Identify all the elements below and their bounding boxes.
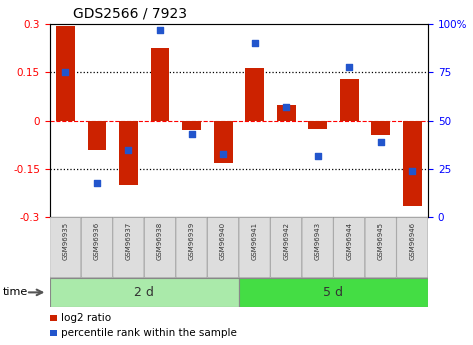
Text: GSM96945: GSM96945	[378, 222, 384, 260]
FancyBboxPatch shape	[365, 217, 396, 278]
Text: time: time	[2, 287, 27, 297]
Bar	[88, 121, 106, 150]
Bar	[182, 121, 201, 130]
Text: GSM96939: GSM96939	[189, 222, 194, 260]
Text: GSM96941: GSM96941	[252, 222, 258, 260]
Bar	[50, 315, 57, 321]
Bar	[150, 48, 169, 121]
FancyBboxPatch shape	[113, 217, 144, 278]
Point	[314, 153, 322, 158]
Bar	[403, 121, 422, 206]
Text: GSM96944: GSM96944	[346, 222, 352, 260]
Point	[282, 105, 290, 110]
Point	[377, 139, 385, 145]
Text: log2 ratio: log2 ratio	[61, 313, 111, 323]
FancyBboxPatch shape	[81, 217, 113, 278]
Text: GSM96936: GSM96936	[94, 222, 100, 260]
Point	[345, 64, 353, 69]
FancyBboxPatch shape	[271, 217, 302, 278]
Point	[188, 131, 195, 137]
FancyBboxPatch shape	[176, 217, 207, 278]
Bar	[214, 121, 233, 162]
Text: GSM96942: GSM96942	[283, 222, 289, 260]
Text: GSM96937: GSM96937	[125, 222, 131, 260]
Bar	[245, 68, 264, 121]
Text: GSM96935: GSM96935	[62, 222, 69, 260]
Bar	[239, 278, 428, 307]
Point	[251, 41, 258, 46]
Bar	[371, 121, 390, 135]
Text: GSM96940: GSM96940	[220, 222, 226, 260]
Text: 5 d: 5 d	[324, 286, 343, 299]
Bar	[119, 121, 138, 185]
Text: GSM96938: GSM96938	[157, 222, 163, 260]
Text: GSM96943: GSM96943	[315, 222, 321, 260]
Bar	[277, 105, 296, 121]
Text: percentile rank within the sample: percentile rank within the sample	[61, 328, 237, 338]
FancyBboxPatch shape	[239, 217, 271, 278]
FancyBboxPatch shape	[207, 217, 239, 278]
Bar	[308, 121, 327, 129]
Point	[409, 168, 416, 174]
Bar	[50, 278, 239, 307]
Point	[219, 151, 227, 156]
FancyBboxPatch shape	[144, 217, 176, 278]
Bar	[340, 79, 359, 121]
Point	[125, 147, 132, 152]
FancyBboxPatch shape	[333, 217, 365, 278]
Text: 2 d: 2 d	[134, 286, 154, 299]
Point	[61, 70, 69, 75]
FancyBboxPatch shape	[50, 217, 81, 278]
Text: GDS2566 / 7923: GDS2566 / 7923	[73, 7, 187, 21]
Bar	[56, 26, 75, 121]
Point	[156, 27, 164, 33]
Text: GSM96946: GSM96946	[409, 222, 415, 260]
Bar	[50, 330, 57, 336]
Point	[93, 180, 101, 185]
FancyBboxPatch shape	[396, 217, 428, 278]
FancyBboxPatch shape	[302, 217, 333, 278]
